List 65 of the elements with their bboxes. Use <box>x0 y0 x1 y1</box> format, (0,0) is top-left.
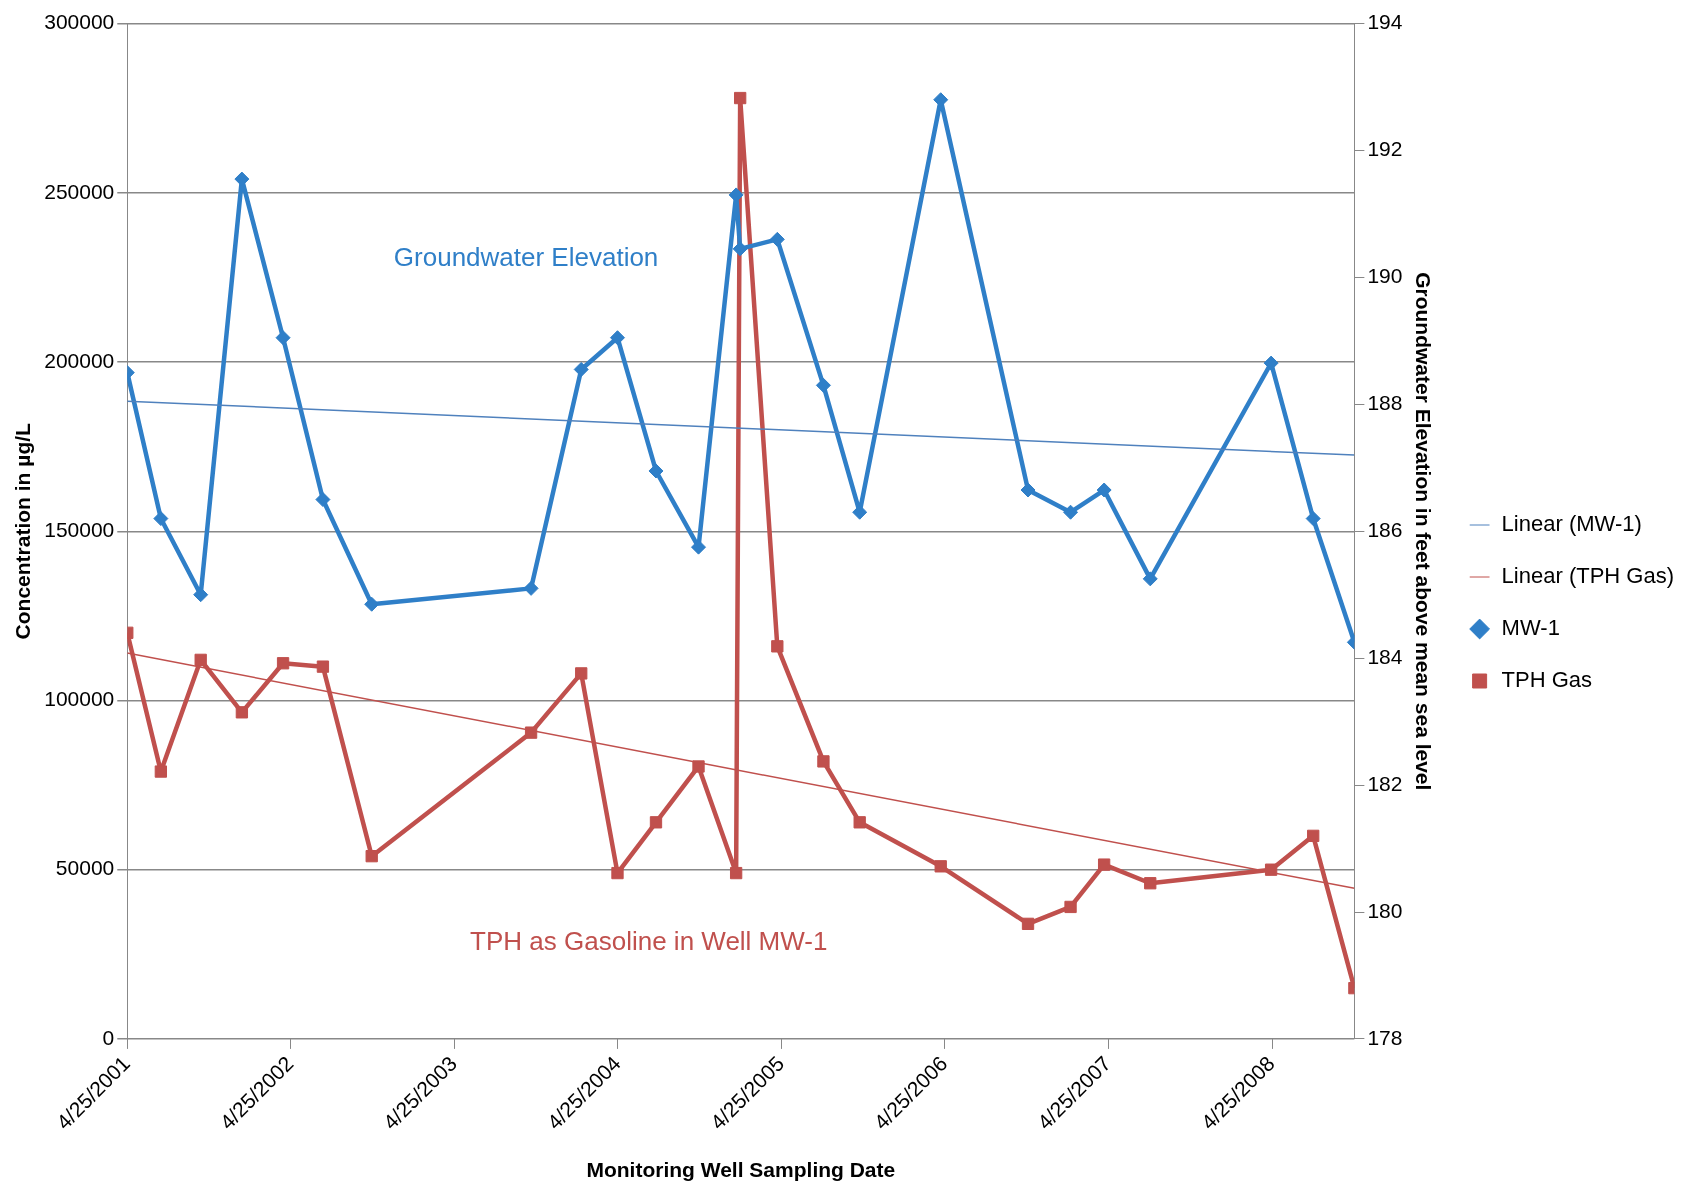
y2-tick-label: 186 <box>1367 518 1403 542</box>
point <box>1064 900 1077 914</box>
x-axis-title: Monitoring Well Sampling Date <box>586 1158 896 1182</box>
y2-tick-label: 180 <box>1367 898 1403 922</box>
annotation: TPH as Gasoline in Well MW-1 <box>470 925 828 956</box>
point <box>769 231 785 247</box>
y2-tick-label: 194 <box>1367 10 1403 34</box>
point <box>1142 571 1158 587</box>
y2-tick-label: 188 <box>1367 391 1403 415</box>
point <box>1021 917 1035 931</box>
point <box>817 755 830 768</box>
point <box>648 463 664 479</box>
legend-label: Linear (TPH Gas) <box>1501 563 1675 589</box>
point <box>153 511 169 527</box>
point <box>732 241 748 257</box>
y2-tick-label: 190 <box>1367 264 1403 288</box>
point <box>1263 355 1279 371</box>
point <box>194 653 207 667</box>
point <box>235 706 249 719</box>
y2-tick-label: 192 <box>1367 137 1403 161</box>
point <box>853 816 866 829</box>
point <box>692 760 705 773</box>
point <box>1307 829 1320 843</box>
y-tick-label: 100000 <box>44 687 115 711</box>
point <box>1305 511 1321 527</box>
point <box>275 330 291 346</box>
point <box>523 580 539 596</box>
point <box>815 377 831 393</box>
y2-tick-label: 184 <box>1367 644 1403 668</box>
point <box>649 816 663 829</box>
point <box>573 361 589 377</box>
point <box>315 492 331 508</box>
y2-tick-label: 182 <box>1367 771 1403 795</box>
point <box>734 91 747 105</box>
point <box>1096 482 1112 498</box>
y-tick-label: 250000 <box>44 179 115 203</box>
point <box>575 667 588 680</box>
point <box>1264 863 1278 876</box>
point <box>934 860 947 873</box>
point <box>771 640 784 653</box>
legend-label: TPH Gas <box>1501 667 1593 693</box>
point <box>154 765 168 778</box>
y-tick-label: 50000 <box>55 856 115 880</box>
y-axis-title: Concentration in µg/L <box>11 422 35 640</box>
y-tick-label: 150000 <box>44 518 115 542</box>
legend-label: MW-1 <box>1501 615 1560 641</box>
point <box>524 726 538 739</box>
point <box>365 850 378 863</box>
point <box>609 330 625 346</box>
y2-axis-title: Groundwater Elevation in feet above mean sea level <box>1412 272 1436 791</box>
y-tick-label: 200000 <box>44 348 115 372</box>
legend-label: Linear (MW-1) <box>1501 511 1642 537</box>
point <box>276 657 290 670</box>
y-tick-label: 300000 <box>44 10 115 34</box>
y-tick-label: 0 <box>102 1025 115 1049</box>
point <box>1020 482 1036 498</box>
point <box>1097 858 1111 871</box>
y2-tick-label: 178 <box>1367 1025 1403 1049</box>
annotation: Groundwater Elevation <box>393 242 659 273</box>
point <box>1063 504 1079 520</box>
point <box>729 866 743 880</box>
point <box>1144 877 1157 890</box>
point <box>364 596 380 612</box>
point <box>611 866 624 880</box>
point <box>316 660 330 673</box>
